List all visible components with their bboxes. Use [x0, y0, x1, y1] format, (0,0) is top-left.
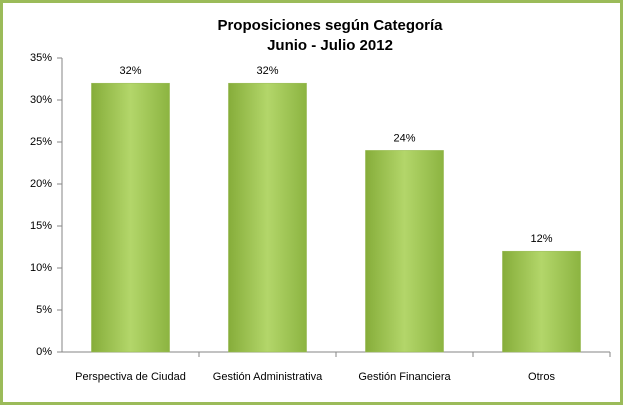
- bar: [228, 82, 307, 353]
- bar: [502, 250, 581, 353]
- y-tick-label: 10%: [30, 262, 52, 274]
- value-label: 12%: [530, 233, 552, 245]
- x-tick-label: Perspectiva de Ciudad: [75, 371, 186, 383]
- y-tick-label: 35%: [30, 52, 52, 64]
- y-tick-label: 25%: [30, 136, 52, 148]
- y-tick-label: 30%: [30, 94, 52, 106]
- chart-subtitle: Junio - Julio 2012: [267, 37, 393, 54]
- y-tick-label: 15%: [30, 220, 52, 232]
- x-tick-label: Gestión Administrativa: [213, 371, 323, 383]
- value-label: 24%: [393, 132, 415, 144]
- y-tick-label: 5%: [36, 304, 52, 316]
- bar: [365, 150, 444, 353]
- value-label: 32%: [256, 65, 278, 77]
- bar: [91, 82, 170, 353]
- x-tick-label: Gestión Financiera: [358, 371, 451, 383]
- value-label: 32%: [119, 65, 141, 77]
- y-tick-label: 20%: [30, 178, 52, 190]
- y-tick-label: 0%: [36, 346, 52, 358]
- x-tick-label: Otros: [528, 371, 555, 383]
- chart-title: Proposiciones según Categoría: [217, 17, 443, 34]
